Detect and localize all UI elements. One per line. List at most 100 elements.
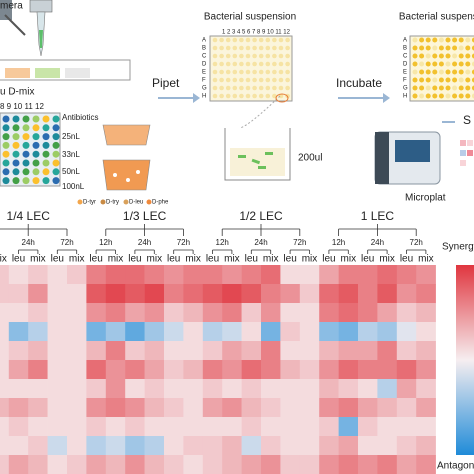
well	[2, 168, 10, 176]
well	[272, 69, 277, 75]
heatmap-cell	[358, 398, 378, 418]
column-label: leu	[322, 254, 335, 265]
group-label: 1/2 LEC	[239, 209, 283, 223]
heatmap-cell	[164, 284, 184, 304]
heatmap-cell	[280, 341, 301, 361]
well	[471, 37, 474, 43]
well	[285, 69, 290, 75]
well	[22, 159, 30, 167]
well	[12, 124, 20, 132]
well	[258, 85, 264, 91]
well	[225, 77, 231, 83]
well	[252, 45, 257, 51]
heatmap-cell	[0, 284, 10, 304]
heatmap-cell	[0, 379, 10, 399]
heatmap-cell	[125, 322, 145, 342]
well	[245, 85, 251, 91]
well	[258, 61, 264, 67]
well	[252, 53, 257, 59]
heatmap-cell	[280, 265, 301, 285]
heatmap-cell	[125, 379, 145, 399]
heatmap-cell	[202, 417, 223, 437]
heatmap-cell	[0, 322, 10, 342]
well	[32, 168, 40, 176]
row-letter: B	[403, 46, 407, 52]
heatmap-cell	[241, 322, 262, 342]
well	[419, 61, 425, 67]
heatmap-cell	[86, 398, 107, 418]
well	[42, 150, 50, 158]
well	[445, 93, 451, 99]
time-label: 12h	[216, 238, 229, 247]
well	[272, 93, 277, 99]
heatmap-cell	[183, 379, 204, 399]
heatmap-cell	[183, 322, 204, 342]
heatmap-cell	[47, 417, 68, 437]
heatmap-cell	[396, 417, 417, 437]
row-letter: E	[403, 70, 407, 76]
well	[232, 93, 238, 99]
heatmap-cell	[358, 265, 378, 285]
well	[425, 45, 431, 51]
heatmap-cell	[105, 379, 126, 399]
heatmap-cell	[222, 436, 242, 456]
column-label: leu	[51, 254, 64, 265]
heatmap-cell	[164, 436, 184, 456]
heatmap-cell	[299, 322, 320, 342]
heatmap-cell	[86, 379, 107, 399]
heatmap-cell	[358, 455, 378, 474]
well	[232, 61, 238, 67]
well	[239, 69, 244, 75]
well	[471, 61, 474, 67]
heatmap-cell	[338, 265, 359, 285]
heatmap-cell	[47, 398, 68, 418]
heatmap-cell	[0, 417, 10, 437]
heatmap-cell	[280, 436, 301, 456]
heatmap-cell	[241, 379, 262, 399]
heatmap-cell	[202, 322, 223, 342]
heatmap-cell	[86, 436, 107, 456]
camera	[0, 0, 53, 57]
column-label: mix	[341, 254, 357, 265]
heatmap-cell	[261, 417, 281, 437]
heatmap-cell	[261, 455, 281, 474]
well	[465, 69, 471, 75]
heatmap-cell	[183, 303, 204, 323]
row-letter: E	[202, 70, 206, 76]
column-label: leu	[206, 254, 219, 265]
well	[42, 133, 50, 141]
heatmap-cell	[416, 322, 436, 342]
heatmap-cell	[144, 265, 165, 285]
time-label: 72h	[410, 238, 423, 247]
well	[22, 168, 30, 176]
heatmap-cell	[261, 303, 281, 323]
well	[272, 53, 277, 59]
well	[52, 115, 60, 123]
well	[12, 168, 20, 176]
well	[285, 61, 290, 67]
plate-title: Bacterial suspension	[399, 12, 474, 23]
heatmap-cell	[319, 303, 339, 323]
heatmap-cell	[358, 379, 378, 399]
heatmap-cell	[105, 284, 126, 304]
heatmap-cell	[202, 379, 223, 399]
heatmap-cell	[202, 341, 223, 361]
heatmap-cell	[241, 303, 262, 323]
well	[32, 159, 40, 167]
well	[212, 53, 218, 59]
heatmap-cell	[396, 265, 417, 285]
heatmap-cell	[261, 265, 281, 285]
heatmap-cell	[377, 398, 398, 418]
well	[432, 37, 438, 43]
heatmap-cell	[8, 341, 29, 361]
well	[265, 93, 271, 99]
well	[212, 77, 218, 83]
well	[438, 77, 444, 83]
well	[245, 77, 251, 83]
well	[471, 53, 474, 59]
heatmap-cell	[338, 341, 359, 361]
plate-reader	[374, 131, 441, 185]
well	[42, 177, 50, 185]
time-label: 24h	[138, 238, 151, 247]
well	[219, 37, 224, 43]
